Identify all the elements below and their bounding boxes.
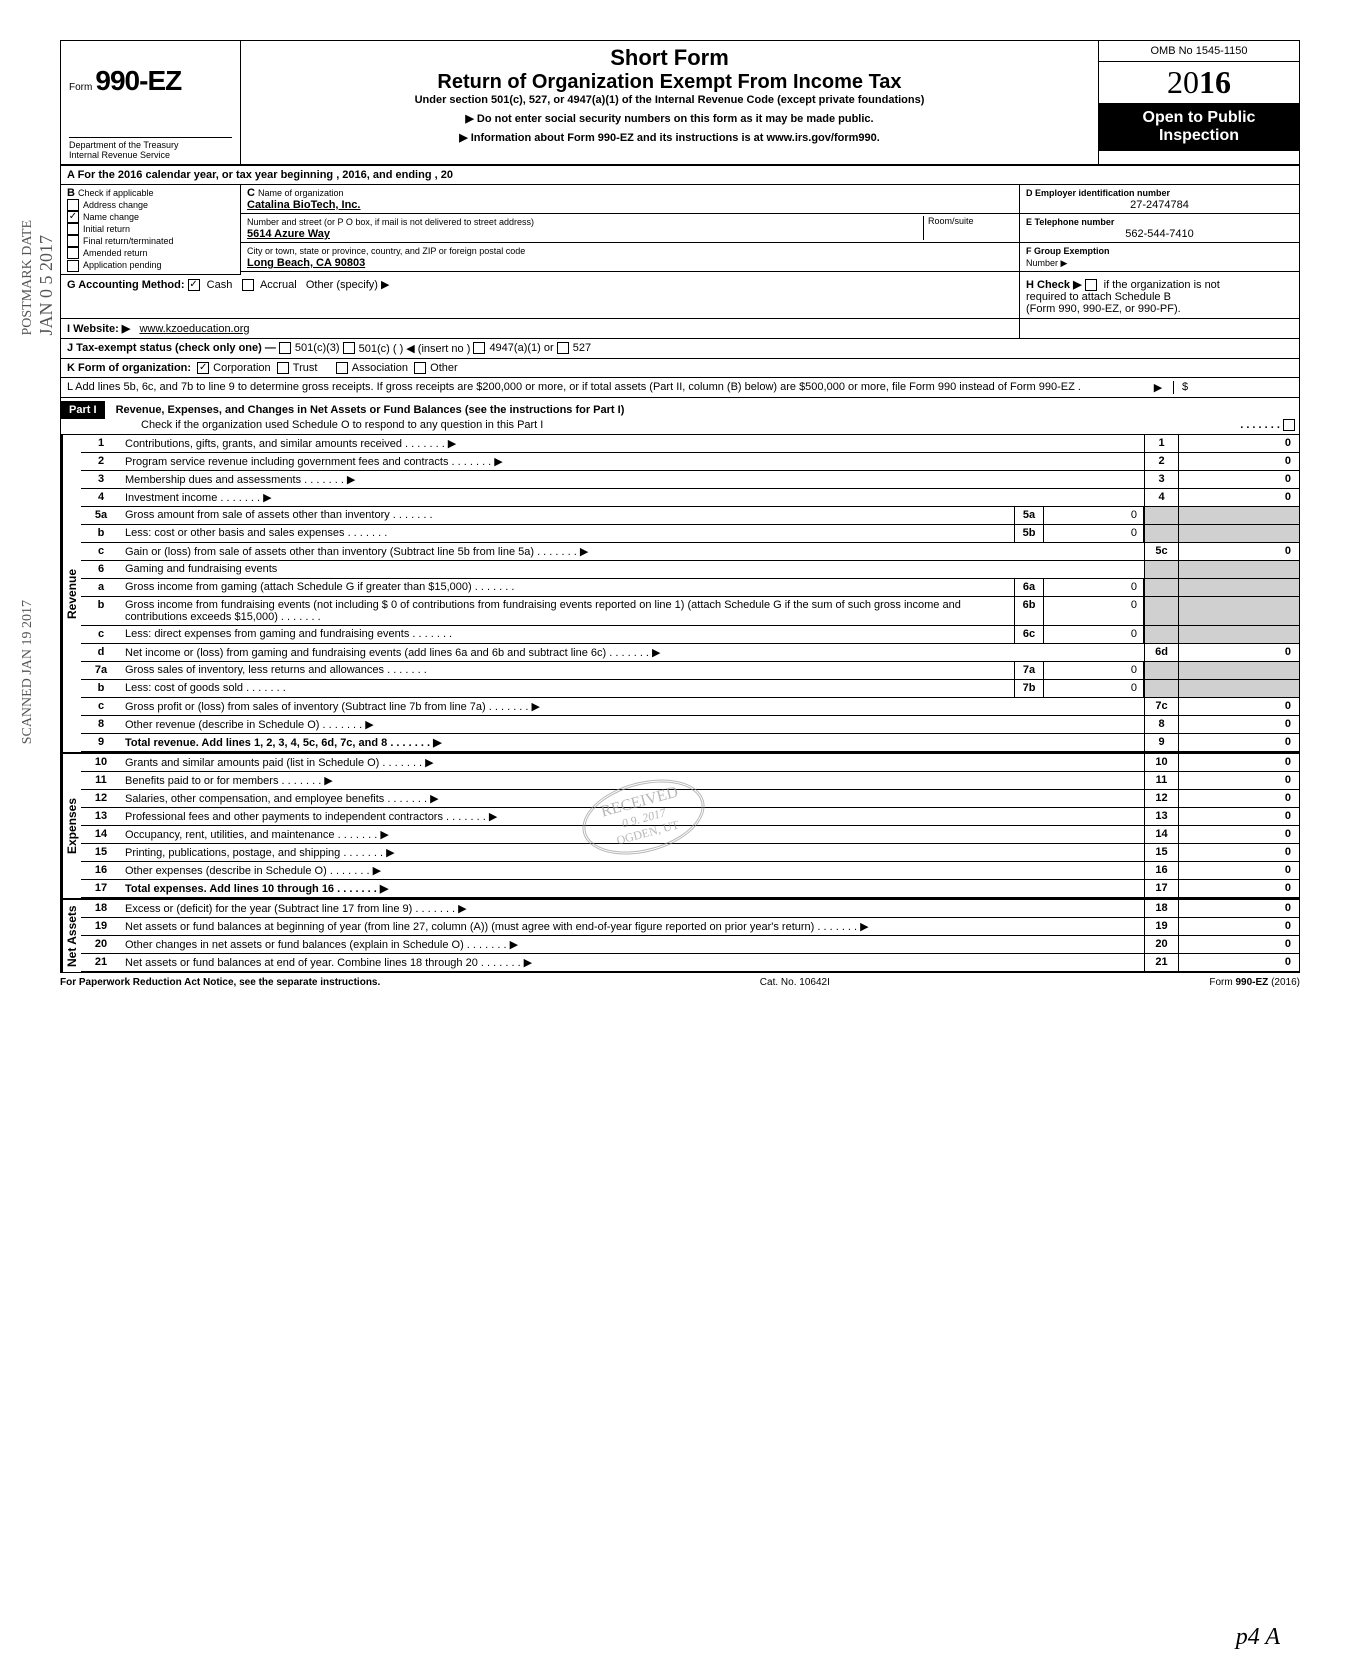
form-header: Form 990-EZ Department of the Treasury I… [61, 41, 1299, 166]
line-15: 15Printing, publications, postage, and s… [81, 844, 1299, 862]
line-20: 20Other changes in net assets or fund ba… [81, 936, 1299, 954]
line-7a: 7aGross sales of inventory, less returns… [81, 662, 1299, 680]
phone: 562-544-7410 [1026, 228, 1293, 240]
org-city: Long Beach, CA 90803 [247, 257, 365, 269]
line-b: bLess: cost of goods sold . . . . . . .7… [81, 680, 1299, 698]
website: www.kzoeducation.org [139, 323, 249, 335]
section-j: J Tax-exempt status (check only one) — 5… [61, 339, 1299, 359]
section-c: C Name of organization Catalina BioTech,… [241, 185, 1019, 275]
org-street: 5614 Azure Way [247, 228, 330, 240]
line-3: 3Membership dues and assessments . . . .… [81, 471, 1299, 489]
check-cash[interactable] [188, 279, 200, 291]
org-name: Catalina BioTech, Inc. [247, 199, 361, 211]
line-a: aGross income from gaming (attach Schedu… [81, 579, 1299, 597]
line-16: 16Other expenses (describe in Schedule O… [81, 862, 1299, 880]
netassets-label: Net Assets [61, 900, 81, 972]
form-990ez: Form 990-EZ Department of the Treasury I… [60, 40, 1300, 973]
line-1: 1Contributions, gifts, grants, and simil… [81, 435, 1299, 453]
notice-ssn: Do not enter social security numbers on … [249, 112, 1090, 125]
line-18: 18Excess or (deficit) for the year (Subt… [81, 900, 1299, 918]
section-k: K Form of organization: Corporation Trus… [61, 359, 1299, 378]
footer-center: Cat. No. 10642I [760, 977, 830, 988]
title-cell: Short Form Return of Organization Exempt… [241, 41, 1099, 164]
line-b: bGross income from fundraising events (n… [81, 597, 1299, 626]
part-1-header: Part I Revenue, Expenses, and Changes in… [61, 398, 1299, 435]
form-prefix: Form [69, 82, 92, 93]
check-accrual[interactable] [242, 279, 254, 291]
tax-year: 2016 [1099, 62, 1299, 103]
org-info-block: B Check if applicable Address change Nam… [61, 185, 1299, 275]
form-number: 990-EZ [95, 65, 181, 96]
check-address[interactable]: Address change [67, 199, 234, 211]
omb-number: OMB No 1545-1150 [1099, 41, 1299, 62]
line-21: 21Net assets or fund balances at end of … [81, 954, 1299, 972]
irs: Internal Revenue Service [69, 150, 232, 160]
line-19: 19Net assets or fund balances at beginni… [81, 918, 1299, 936]
postmark-stamp: POSTMARK DATE JAN 0 5 2017 [20, 220, 57, 336]
check-name[interactable]: Name change [67, 211, 234, 223]
line-17: 17Total expenses. Add lines 10 through 1… [81, 880, 1299, 898]
main-title: Return of Organization Exempt From Incom… [249, 71, 1090, 94]
line-c: cGain or (loss) from sale of assets othe… [81, 543, 1299, 561]
form-name-cell: Form 990-EZ Department of the Treasury I… [61, 41, 241, 164]
check-amended[interactable]: Amended return [67, 247, 234, 259]
scanned-stamp: SCANNED JAN 19 2017 [20, 600, 36, 744]
omb-cell: OMB No 1545-1150 2016 Open to Public Ins… [1099, 41, 1299, 164]
section-i: I Website: ▶ www.kzoeducation.org [61, 319, 1299, 339]
line-4: 4Investment income . . . . . . . ▶40 [81, 489, 1299, 507]
revenue-label: Revenue [61, 435, 81, 752]
line-d: dNet income or (loss) from gaming and fu… [81, 644, 1299, 662]
line-5a: 5aGross amount from sale of assets other… [81, 507, 1299, 525]
right-info: D Employer identification number 27-2474… [1019, 185, 1299, 275]
open-to-public: Open to Public Inspection [1099, 103, 1299, 151]
line-8: 8Other revenue (describe in Schedule O) … [81, 716, 1299, 734]
line-2: 2Program service revenue including gover… [81, 453, 1299, 471]
short-form: Short Form [249, 45, 1090, 71]
check-schedule-o[interactable] [1283, 419, 1295, 431]
ein: 27-2474784 [1026, 199, 1293, 211]
line-9: 9Total revenue. Add lines 1, 2, 3, 4, 5c… [81, 734, 1299, 752]
check-initial[interactable]: Initial return [67, 223, 234, 235]
section-g-h: G Accounting Method: Cash Accrual Other … [61, 275, 1299, 319]
dept-treasury: Department of the Treasury [69, 140, 232, 150]
footer-right: Form 990-EZ (2016) [1209, 977, 1300, 988]
check-pending[interactable]: Application pending [67, 259, 234, 271]
footer: For Paperwork Reduction Act Notice, see … [60, 973, 1300, 992]
section-l: L Add lines 5b, 6c, and 7b to line 9 to … [61, 378, 1299, 398]
check-final[interactable]: Final return/terminated [67, 235, 234, 247]
section-a: A For the 2016 calendar year, or tax yea… [61, 166, 1299, 185]
notice-info: Information about Form 990-EZ and its in… [249, 131, 1090, 144]
subtitle: Under section 501(c), 527, or 4947(a)(1)… [249, 94, 1090, 106]
line-6: 6Gaming and fundraising events [81, 561, 1299, 579]
footer-left: For Paperwork Reduction Act Notice, see … [60, 977, 380, 988]
section-b: B Check if applicable Address change Nam… [61, 185, 241, 275]
check-h[interactable] [1085, 279, 1097, 291]
line-b: bLess: cost or other basis and sales exp… [81, 525, 1299, 543]
line-c: cLess: direct expenses from gaming and f… [81, 626, 1299, 644]
revenue-section: Revenue 1Contributions, gifts, grants, a… [61, 435, 1299, 752]
line-c: cGross profit or (loss) from sales of in… [81, 698, 1299, 716]
netassets-section: Net Assets 18Excess or (deficit) for the… [61, 898, 1299, 972]
handwritten-note: p4 A [1236, 1624, 1280, 1651]
expenses-label: Expenses [61, 754, 81, 898]
